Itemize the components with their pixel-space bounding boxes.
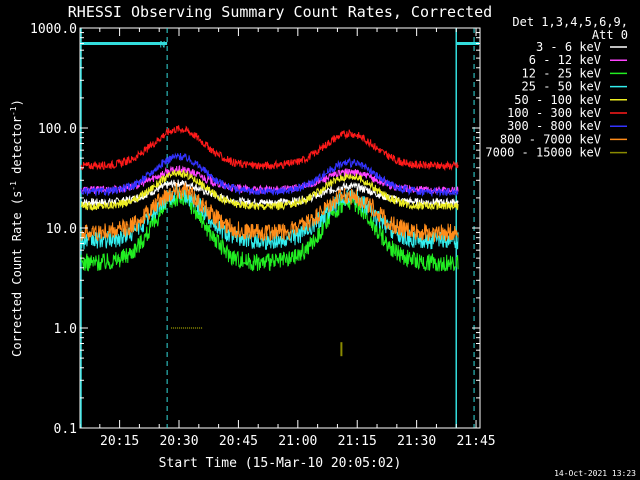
x-axis-label: Start Time (15-Mar-10 20:05:02) bbox=[159, 456, 402, 471]
legend-header-line1: Det 1,3,4,5,6,9, bbox=[512, 15, 628, 29]
y-axis: 0.1 1.0 10.0 100.0 1000.0 bbox=[30, 22, 480, 437]
series-line-100-300-kev bbox=[80, 125, 459, 172]
x-tick-label: 21:00 bbox=[278, 434, 317, 449]
y-label-part2: detector bbox=[10, 116, 24, 181]
x-tick-label: 20:30 bbox=[159, 434, 198, 449]
timestamp: 14-Oct-2021 13:23 bbox=[554, 469, 636, 478]
y-axis-label: Corrected Count Rate (s-1 detector-1) bbox=[9, 99, 24, 357]
series-layer bbox=[80, 125, 459, 357]
legend-label: 3 - 6 keV bbox=[536, 40, 601, 54]
series-line-50-100-kev bbox=[80, 169, 459, 212]
legend-label: 6 - 12 keV bbox=[529, 53, 601, 67]
y-tick-label: 0.1 bbox=[54, 422, 77, 437]
legend-label: 25 - 50 keV bbox=[522, 80, 601, 94]
y-tick-label: 100.0 bbox=[38, 122, 77, 137]
legend-label: 7000 - 15000 keV bbox=[485, 146, 601, 160]
x-tick-label: 21:30 bbox=[397, 434, 436, 449]
x-tick-label: 21:15 bbox=[338, 434, 377, 449]
night-label: N bbox=[160, 40, 165, 50]
series-line-800-7000-kev bbox=[80, 182, 459, 243]
legend-header-line2: Att 0 bbox=[592, 28, 628, 42]
x-tick-label: 21:45 bbox=[456, 434, 495, 449]
y-label-part1: Corrected Count Rate (s bbox=[10, 191, 24, 357]
legend-label: 100 - 300 keV bbox=[507, 106, 601, 120]
legend-label: 300 - 800 keV bbox=[507, 119, 601, 133]
y-tick-label: 1.0 bbox=[54, 322, 77, 337]
x-axis: 20:15 20:30 20:45 21:00 21:15 21:30 21:45 bbox=[79, 28, 496, 449]
y-label-sup2: -1 bbox=[9, 106, 18, 116]
legend-label: 800 - 7000 keV bbox=[500, 132, 601, 146]
x-tick-label: 20:15 bbox=[100, 434, 139, 449]
y-label-sup1: -1 bbox=[9, 181, 18, 191]
x-tick-label: 20:45 bbox=[219, 434, 258, 449]
y-tick-label: 10.0 bbox=[46, 222, 77, 237]
legend-label: 12 - 25 keV bbox=[522, 66, 601, 80]
series-line-300-800-kev bbox=[80, 152, 459, 198]
y-label-part3: ) bbox=[10, 99, 24, 106]
series-line-12-25-kev bbox=[80, 190, 459, 272]
legend-label: 50 - 100 keV bbox=[514, 93, 601, 107]
y-tick-label: 1000.0 bbox=[30, 22, 77, 37]
chart-title: RHESSI Observing Summary Count Rates, Co… bbox=[68, 3, 492, 21]
